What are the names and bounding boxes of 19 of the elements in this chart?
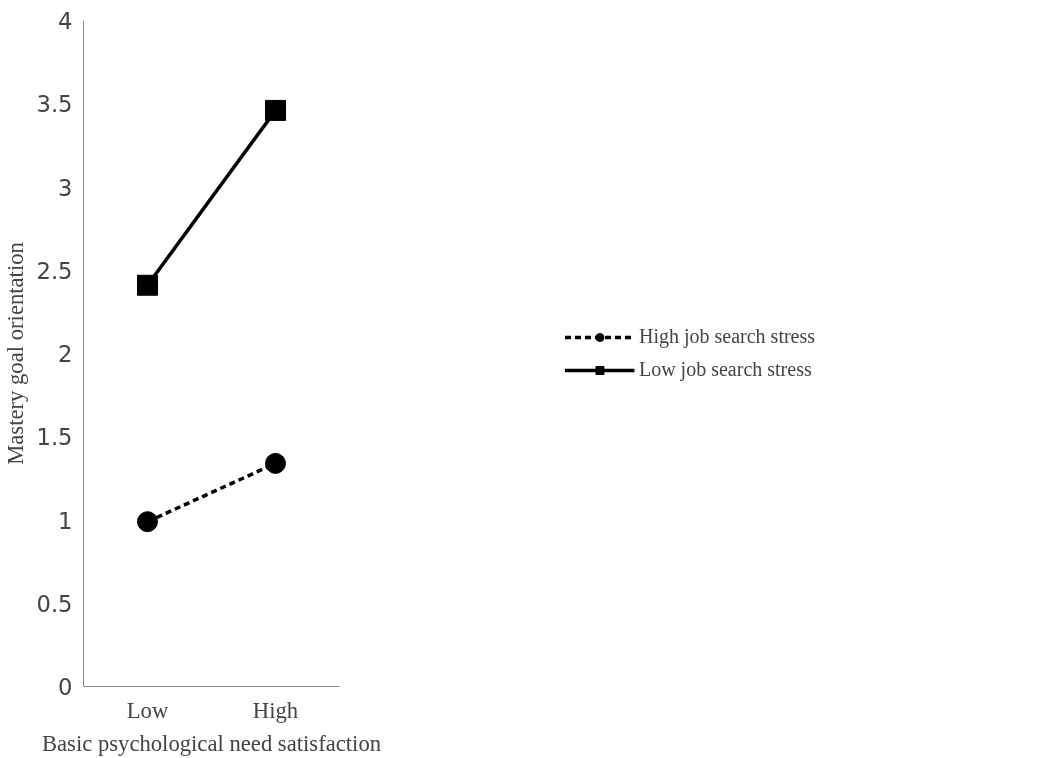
y-tick-label: 1	[58, 507, 73, 534]
y-tick-label: 1.5	[36, 424, 73, 451]
point	[265, 452, 286, 474]
y-tick-label: 4	[58, 8, 73, 34]
x-tick-label: Low	[126, 697, 169, 723]
y-axis-title: Mastery goal orientation	[3, 242, 29, 465]
point	[265, 99, 286, 121]
legend-label: Low job search stress	[638, 358, 812, 381]
y-tick-label: 3	[58, 174, 73, 201]
x-tick-label: High	[252, 697, 299, 723]
y-tick-label: 0	[58, 674, 73, 700]
y-tick-label: 3.5	[36, 91, 73, 118]
x-axis-title: Basic psychological need satisfaction	[41, 730, 382, 756]
point	[137, 274, 158, 296]
legend-label: High job search stress	[638, 325, 816, 348]
y-tick-label: 2	[58, 341, 73, 367]
y-tick-label: 0.5	[36, 590, 73, 617]
point	[137, 511, 158, 533]
y-tick-label: 2.5	[36, 257, 73, 284]
